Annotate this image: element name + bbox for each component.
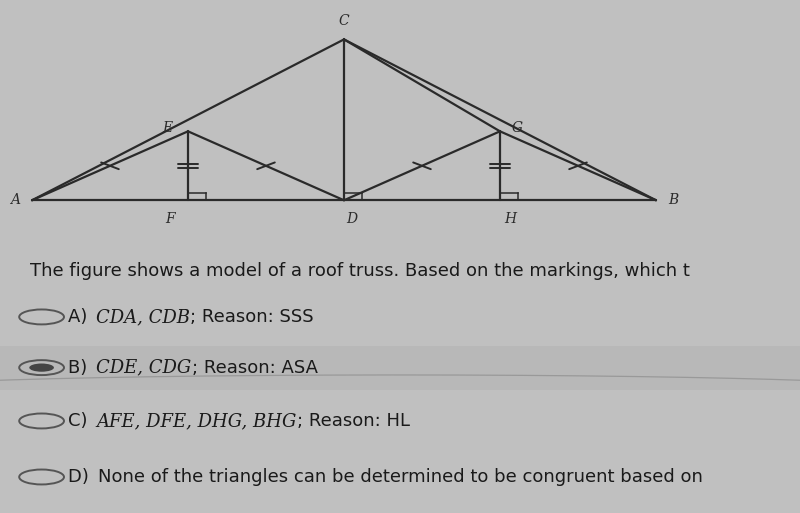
Text: B): B) bbox=[68, 359, 96, 377]
Text: E: E bbox=[162, 121, 172, 135]
Text: D): D) bbox=[68, 468, 98, 486]
Text: AFE, DFE, DHG, BHG: AFE, DFE, DHG, BHG bbox=[97, 412, 297, 430]
Text: C): C) bbox=[68, 412, 97, 430]
Text: F: F bbox=[165, 212, 174, 226]
Circle shape bbox=[30, 364, 54, 372]
FancyBboxPatch shape bbox=[0, 346, 800, 390]
Text: H: H bbox=[504, 212, 517, 226]
Text: CDA, CDB: CDA, CDB bbox=[96, 308, 190, 326]
Text: None of the triangles can be determined to be congruent based on: None of the triangles can be determined … bbox=[98, 468, 702, 486]
Text: ; Reason: SSS: ; Reason: SSS bbox=[190, 308, 314, 326]
Text: ; Reason: ASA: ; Reason: ASA bbox=[191, 359, 318, 377]
Text: CDE, CDG: CDE, CDG bbox=[96, 359, 191, 377]
Text: B: B bbox=[668, 193, 678, 207]
Text: C: C bbox=[338, 14, 350, 28]
Text: D: D bbox=[346, 212, 358, 226]
Text: G: G bbox=[512, 121, 523, 135]
Text: A: A bbox=[10, 193, 20, 207]
Text: The figure shows a model of a roof truss. Based on the markings, which t: The figure shows a model of a roof truss… bbox=[30, 262, 690, 280]
Text: ; Reason: HL: ; Reason: HL bbox=[297, 412, 410, 430]
Text: A): A) bbox=[68, 308, 96, 326]
